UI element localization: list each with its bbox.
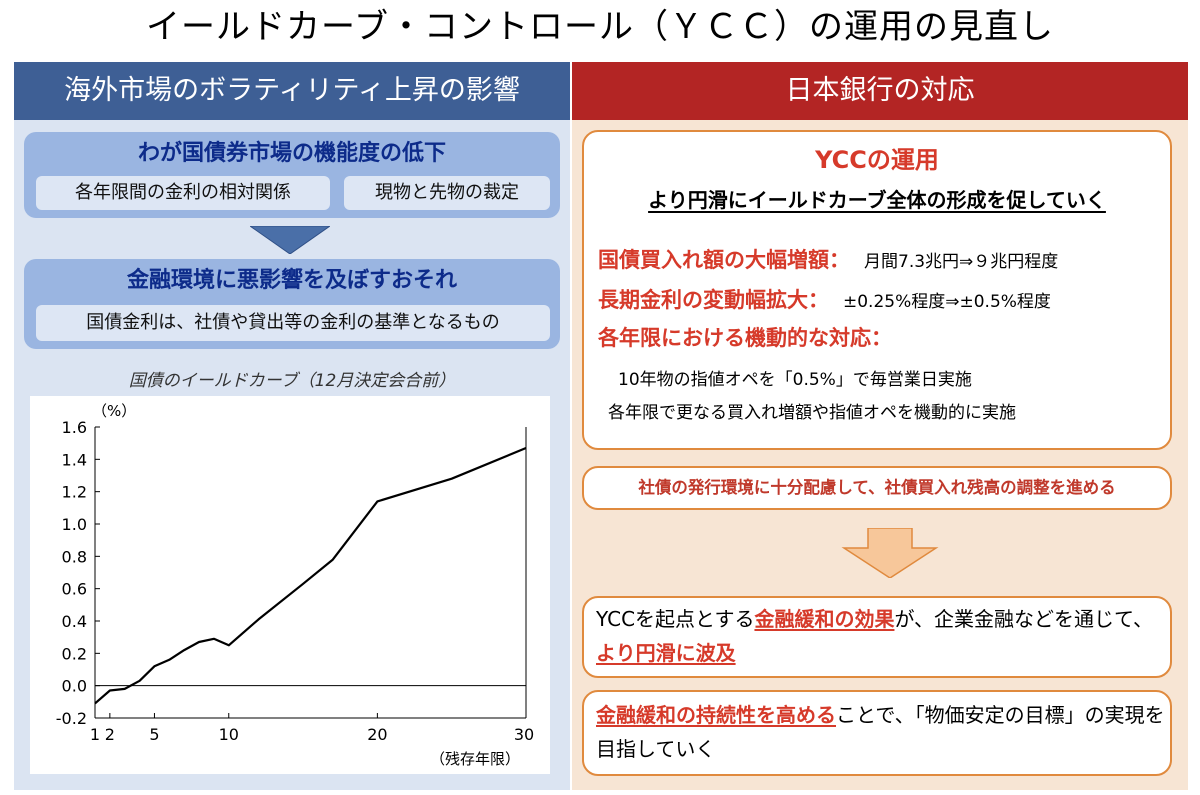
additional-purchase-detail: 各年限で更なる買入れ増額や指値オペを機動的に実施 (608, 403, 1016, 423)
purchase-increase-value: 月間7.3兆円⇒９兆円程度 (864, 252, 1059, 272)
chart-title: 国債のイールドカーブ（12月決定会合前） (128, 371, 456, 391)
purchase-increase-label: 国債買入れ額の大幅増額： (598, 248, 850, 272)
x-tick-label: 30 (514, 725, 534, 744)
x-tick-label: 5 (149, 725, 159, 744)
down-arrow-icon (250, 226, 330, 254)
y-tick-label: 0.6 (62, 580, 87, 599)
purchase-increase-row: 国債買入れ額の大幅増額： 月間7.3兆円⇒９兆円程度 (598, 244, 1158, 276)
easing-effect-box (582, 596, 1172, 678)
spot-futures-chip: 現物と先物の裁定 (344, 176, 550, 210)
x-axis-label: （残存年限） (430, 750, 520, 768)
right-header: 日本銀行の対応 (572, 62, 1188, 120)
easing-effect-pre: YCCを起点とする (596, 607, 755, 631)
ycc-subtitle: より円滑にイールドカーブ全体の形成を促していく (582, 185, 1172, 215)
y-tick-label: -0.2 (56, 709, 87, 728)
yield-curve-chart: （%） （残存年限） 1.6 1.4 1.2 1.0 0.8 0.6 0.4 0.2 0.0 -0… (56, 402, 534, 768)
easing-effect-mid: が、企業金融などを通じて、 (894, 607, 1154, 631)
y-tick-label: 1.2 (62, 483, 87, 502)
left-header: 海外市場のボラティリティ上昇の影響 (14, 62, 570, 120)
sustainability-post: ことで、「物価安定の目標」の実現を目指していく (596, 703, 1165, 761)
y-tick-label: 0.8 (62, 547, 87, 566)
ycc-title: YCCの運用 (815, 146, 939, 174)
sustainability-box (582, 690, 1172, 776)
market-function-title: わが国債券市場の機能度の低下 (137, 141, 446, 166)
flexible-response-label: 各年限における機動的な対応： (598, 326, 892, 350)
fixed-rate-operation-detail: 10年物の指値オペを「0.5%」で毎営業日実施 (618, 370, 972, 390)
x-tick-label: 20 (367, 725, 387, 744)
range-expansion-row: 長期金利の変動幅拡大： ±0.25%程度⇒±0.5%程度 (598, 284, 1158, 316)
y-axis-label: （%） (92, 402, 136, 420)
corporate-bond-text: 社債の発行環境に十分配慮して、社債買入れ残高の調整を進める (638, 478, 1116, 497)
easing-effect-text: YCCを起点とする金融緩和の効果が、企業金融などを通じて、より円滑に波及 (596, 602, 1166, 674)
y-tick-label: 1.0 (62, 515, 87, 534)
yield-curve-line (94, 446, 527, 705)
x-tick-label: 2 (105, 725, 115, 744)
y-tick-label: 1.4 (62, 450, 87, 469)
page-title: イールドカーブ・コントロール（ＹＣＣ）の運用の見直し (146, 7, 1054, 47)
y-tick-label: 1.6 (62, 418, 87, 437)
ycc-subtitle-text: より円滑にイールドカーブ全体の形成を促していく (648, 188, 1106, 212)
flexible-response-row: 各年限における機動的な対応： (598, 322, 1158, 354)
x-tick-label: 1 (90, 725, 100, 744)
financial-conditions-title: 金融環境に悪影響を及ぼすおそれ (126, 268, 457, 293)
y-tick-label: 0.0 (62, 677, 87, 696)
ycc-operation-box (582, 130, 1172, 450)
easing-effect-highlight: 金融緩和の効果 (754, 607, 895, 631)
sustainability-text: 金融緩和の持続性を高めることで、「物価安定の目標」の実現を目指していく (596, 698, 1166, 770)
sustainability-highlight: 金融緩和の持続性を高める (596, 703, 836, 727)
y-tick-label: 0.4 (62, 612, 87, 631)
y-tick-label: 0.2 (62, 644, 87, 663)
relative-rates-chip: 各年限間の金利の相対関係 (36, 176, 330, 210)
benchmark-rate-chip: 国債金利は、社債や貸出等の金利の基準となるもの (36, 305, 550, 341)
range-expansion-value: ±0.25%程度⇒±0.5%程度 (843, 292, 1051, 312)
down-arrow-icon (841, 528, 939, 578)
corporate-bond-box (582, 466, 1172, 510)
chart-frame (30, 396, 550, 774)
smooth-transmission-highlight: より円滑に波及 (596, 641, 736, 665)
x-tick-label: 10 (219, 725, 239, 744)
range-expansion-label: 長期金利の変動幅拡大： (598, 288, 829, 312)
